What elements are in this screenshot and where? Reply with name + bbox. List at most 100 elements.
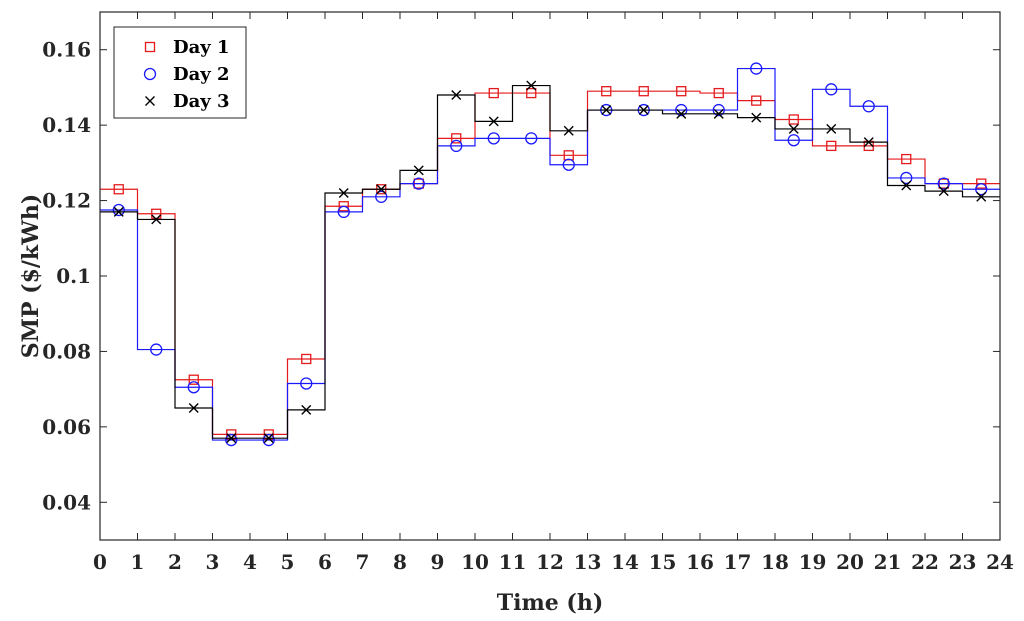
y-tick-label: 0.14 (42, 113, 91, 137)
x-tick-label: 19 (799, 550, 827, 574)
series-3-point (488, 116, 499, 127)
x-tick-label: 4 (243, 550, 257, 574)
series-3-point (263, 433, 274, 444)
series-3-point (976, 191, 987, 202)
series-1-point (526, 87, 537, 99)
series-1-point (488, 87, 499, 99)
series-1-point (451, 133, 462, 144)
legend-label-2: Day 2 (173, 64, 230, 85)
series-1-point (788, 114, 799, 125)
series-2-point (375, 190, 388, 203)
series-2 (100, 62, 1000, 447)
series-2-point (262, 433, 275, 447)
x-tick-label: 16 (686, 550, 714, 574)
series-2-point (337, 205, 350, 219)
x-tick-label: 22 (911, 550, 939, 574)
series-3-point (751, 112, 762, 123)
series-2-point (225, 433, 238, 447)
series-3-point (151, 214, 162, 225)
series-3-point (826, 123, 837, 134)
series-3-point (863, 137, 874, 148)
series-2-point (562, 158, 575, 171)
x-tick-label: 20 (836, 550, 864, 574)
series-1-point (751, 95, 762, 106)
series-1-point (976, 178, 987, 189)
series-layer (100, 62, 1000, 447)
series-1-point (638, 86, 649, 97)
x-tick-label: 2 (168, 550, 182, 574)
x-tick-label: 0 (93, 550, 107, 574)
series-3-point (451, 89, 462, 100)
series-3-point (226, 433, 237, 444)
legend-marker-2 (143, 67, 157, 81)
x-tick-label: 14 (611, 550, 639, 574)
legend-label-3: Day 3 (173, 91, 230, 112)
series-3-point (526, 80, 537, 91)
series-1-point (713, 87, 724, 99)
x-tick-label: 3 (206, 550, 220, 574)
y-tick-label: 0.04 (42, 490, 91, 514)
y-tick-label: 0.1 (56, 264, 91, 288)
series-3-point (601, 105, 612, 116)
y-axis-title: SMP ($/kWh) (18, 194, 44, 359)
series-2-point (787, 134, 800, 147)
series-3-point (301, 404, 312, 415)
legend: Day 1 Day 2 Day 3 (113, 26, 247, 119)
series-3-point (413, 165, 424, 176)
x-tick-label: 5 (281, 550, 295, 574)
series-3-point (713, 108, 724, 119)
series-1-point (188, 374, 199, 385)
series-2-point (675, 103, 688, 117)
series-1-point (113, 184, 124, 195)
legend-label-1: Day 1 (173, 37, 230, 58)
series-line-1 (100, 90, 1000, 435)
series-3-point (188, 403, 199, 413)
series-2-point (187, 381, 200, 394)
legend-marker-3 (145, 96, 155, 106)
series-2-point (900, 171, 913, 185)
series-2-point (975, 183, 988, 196)
series-1-point (826, 140, 837, 152)
series-1-point (151, 208, 162, 219)
legend-marker-1 (144, 41, 156, 53)
series-2-point (450, 139, 463, 153)
y-tick-label: 0.12 (42, 189, 91, 213)
series-3-point (338, 188, 349, 199)
series-2-point (112, 203, 125, 217)
series-2-point (412, 177, 425, 190)
series-2-point (487, 132, 500, 145)
tick-labels-layer: 0 1 2 3 4 5 6 7 8 9 10 11 12 13 14 15 16 17 18 19 20 21 22 23 24… (42, 38, 1014, 574)
x-tick-label: 8 (393, 550, 407, 574)
series-2-point (862, 100, 875, 113)
legend-box (113, 26, 247, 119)
series-3-point (376, 184, 387, 195)
series-2-point (750, 62, 763, 75)
series-2-point (150, 343, 163, 356)
x-tick-label: 15 (649, 550, 677, 574)
series-1-point (601, 86, 612, 97)
series-3 (100, 80, 1000, 444)
x-tick-label: 10 (461, 550, 489, 574)
x-tick-label: 21 (874, 550, 902, 574)
series-3-point (638, 105, 649, 116)
series-1-point (338, 201, 349, 212)
x-tick-label: 9 (431, 550, 445, 574)
x-tick-label: 1 (131, 550, 145, 574)
x-tick-label: 18 (761, 550, 789, 574)
series-line-2 (100, 67, 1000, 441)
series-3-point (113, 206, 124, 217)
series-2-point (525, 132, 538, 145)
x-tick-label: 23 (949, 550, 977, 574)
x-tick-label: 11 (499, 550, 527, 574)
y-tick-label: 0.06 (42, 415, 91, 439)
x-tick-label: 7 (356, 550, 370, 574)
ticks-layer (99, 12, 1001, 540)
series-2-point (825, 83, 838, 96)
series-1-point (901, 153, 912, 165)
series-2-point (300, 377, 313, 390)
x-tick-label: 12 (536, 550, 564, 574)
series-3-point (676, 108, 687, 119)
series-1-point (301, 353, 312, 365)
series-3-point (938, 186, 949, 197)
